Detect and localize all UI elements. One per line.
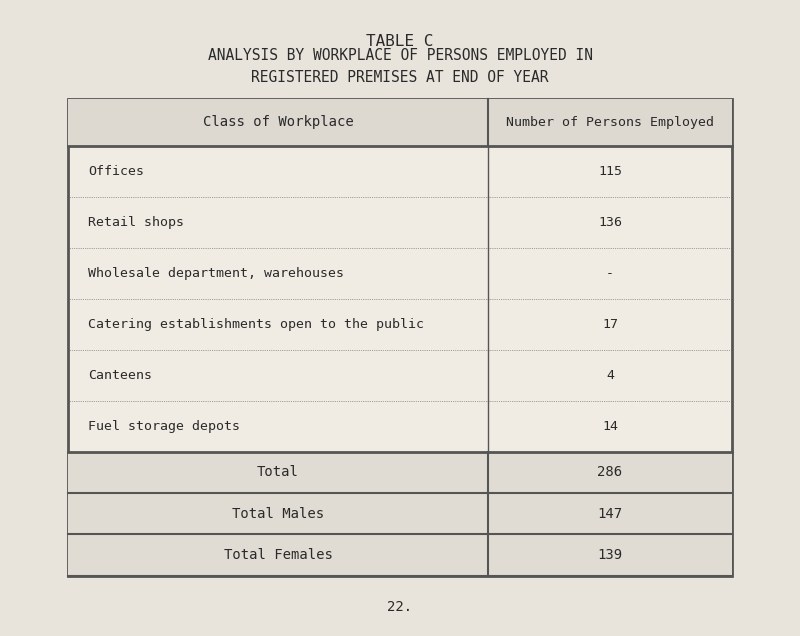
Text: 17: 17 <box>602 318 618 331</box>
Bar <box>68 99 732 146</box>
Text: 139: 139 <box>598 548 622 562</box>
Text: 136: 136 <box>598 216 622 229</box>
Text: Total Females: Total Females <box>223 548 333 562</box>
Text: 4: 4 <box>606 369 614 382</box>
Text: Retail shops: Retail shops <box>88 216 184 229</box>
Bar <box>68 493 732 534</box>
Text: 115: 115 <box>598 165 622 178</box>
Text: ANALYSIS BY WORKPLACE OF PERSONS EMPLOYED IN
REGISTERED PREMISES AT END OF YEAR: ANALYSIS BY WORKPLACE OF PERSONS EMPLOYE… <box>207 48 593 85</box>
Text: Fuel storage depots: Fuel storage depots <box>88 420 240 432</box>
Text: 286: 286 <box>598 465 622 480</box>
Text: TABLE C: TABLE C <box>366 34 434 49</box>
Text: Wholesale department, warehouses: Wholesale department, warehouses <box>88 267 344 280</box>
Text: Class of Workplace: Class of Workplace <box>202 115 354 130</box>
Text: Total Males: Total Males <box>232 506 324 521</box>
Bar <box>68 99 732 576</box>
Text: Catering establishments open to the public: Catering establishments open to the publ… <box>88 318 424 331</box>
Text: Number of Persons Employed: Number of Persons Employed <box>506 116 714 129</box>
Text: Canteens: Canteens <box>88 369 152 382</box>
Text: Total: Total <box>257 465 299 480</box>
Text: 14: 14 <box>602 420 618 432</box>
Text: Offices: Offices <box>88 165 144 178</box>
Text: 22.: 22. <box>387 600 413 614</box>
Text: 147: 147 <box>598 506 622 521</box>
Text: -: - <box>606 267 614 280</box>
Bar <box>68 534 732 576</box>
Bar <box>68 452 732 493</box>
